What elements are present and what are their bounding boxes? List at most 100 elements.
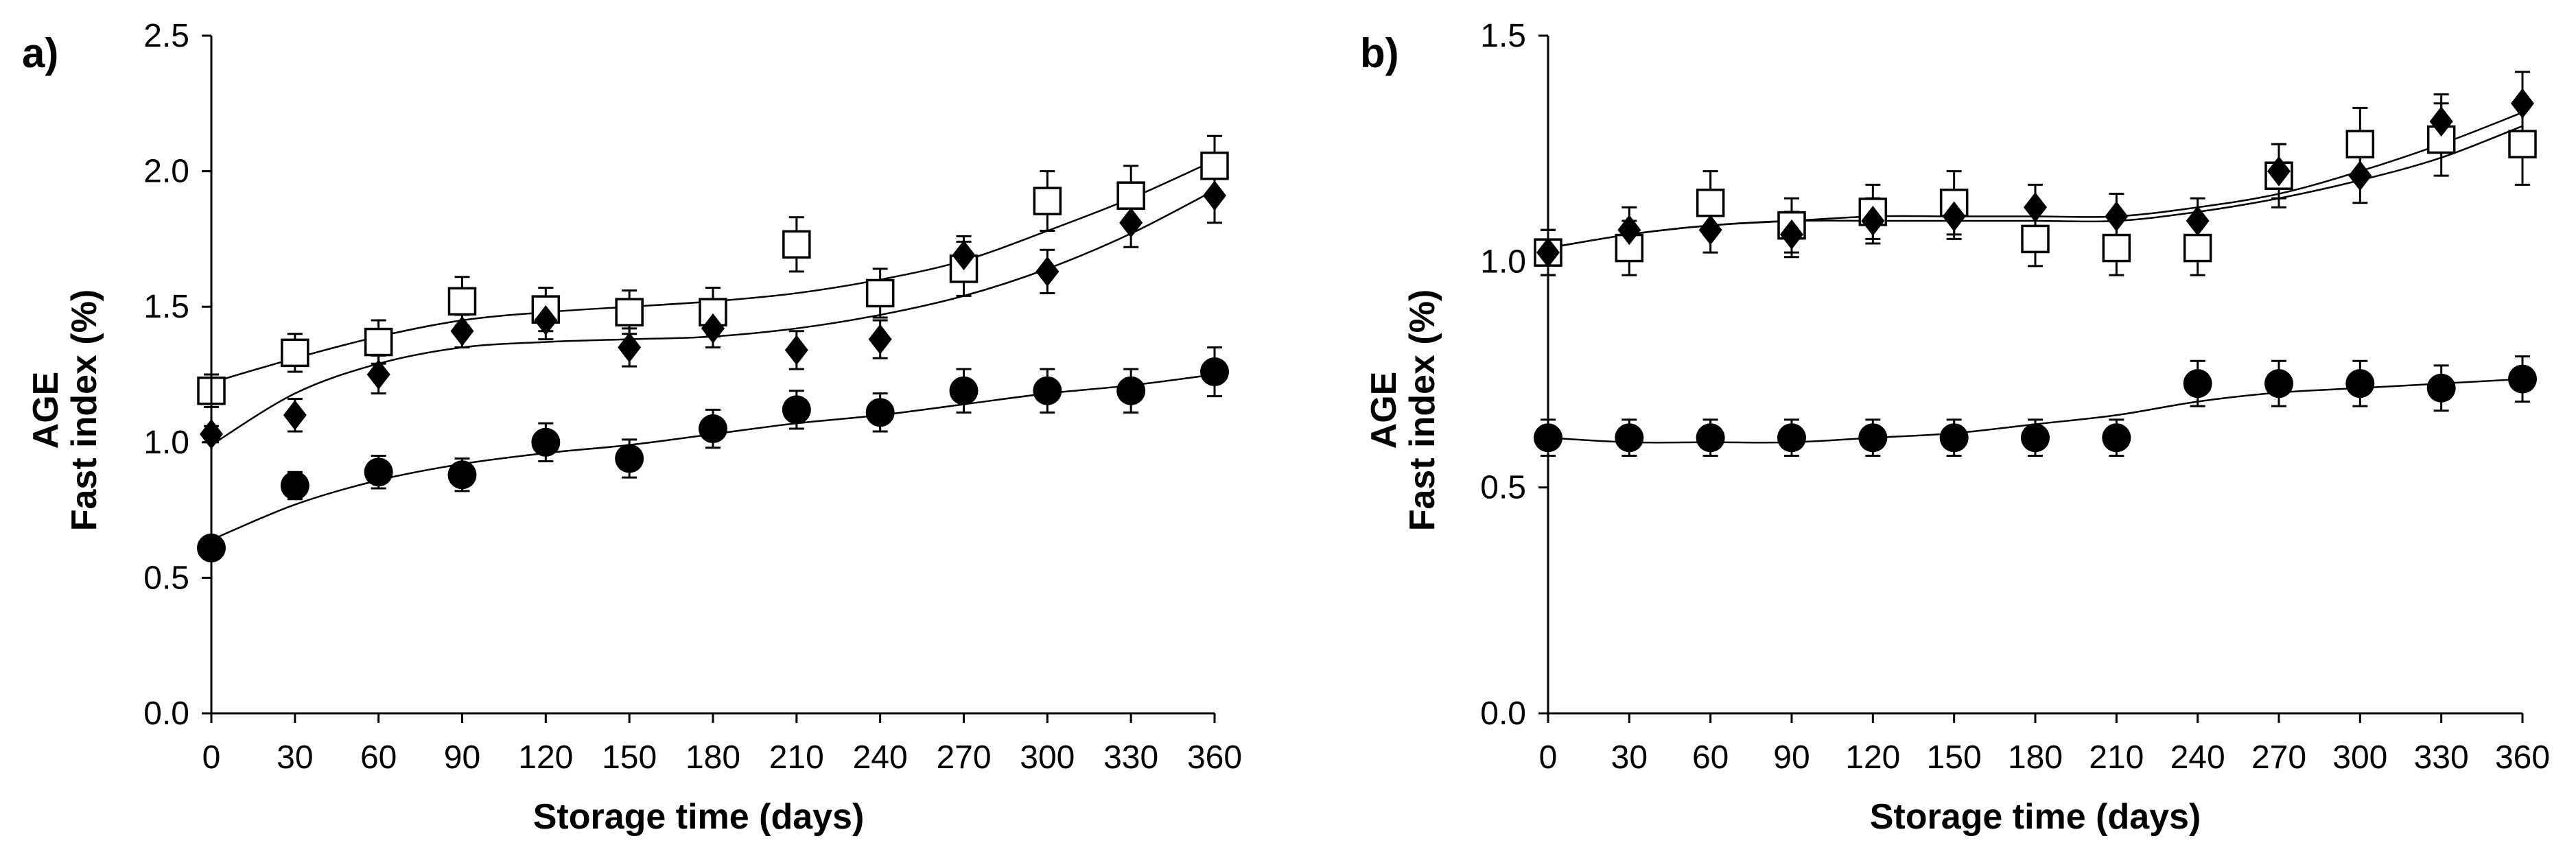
panel-label: b) (1360, 30, 1399, 76)
x-tick-label: 120 (1845, 739, 1900, 776)
point-filled-circle (1116, 376, 1146, 405)
y-tick-label: 0.5 (143, 560, 189, 596)
axes-frame (1547, 36, 2522, 715)
point-filled-circle (2102, 423, 2131, 453)
y-axis-title-line-1: AGE (1364, 372, 1404, 449)
point-filled-diamond (701, 313, 725, 344)
point-filled-diamond (952, 240, 976, 271)
x-tick-label: 0 (1539, 739, 1558, 776)
y-tick-label: 0.0 (1480, 696, 1526, 732)
x-tick-label: 120 (518, 739, 573, 776)
point-open-square (447, 287, 477, 316)
point-open-square (2183, 233, 2212, 263)
point-filled-circle (1939, 423, 1969, 453)
x-tick-label: 60 (1692, 739, 1729, 776)
point-filled-diamond (1698, 215, 1722, 246)
point-filled-circle (1696, 423, 1725, 453)
y-axis-title: AGE Fast index (%) (26, 289, 104, 532)
point-filled-circle (1033, 376, 1062, 405)
point-filled-diamond (784, 335, 808, 366)
point-filled-circle (531, 427, 561, 457)
point-filled-diamond (2348, 160, 2372, 191)
point-filled-circle (2264, 369, 2293, 399)
point-open-square (1696, 188, 1725, 217)
x-tick-label: 360 (1187, 739, 1242, 776)
x-tick-label: 300 (2332, 739, 2387, 776)
x-tick-label: 270 (2251, 739, 2306, 776)
point-filled-diamond (1203, 180, 1226, 211)
point-filled-circle (865, 398, 895, 427)
y-axis-title-line-2: Fast index (%) (65, 289, 104, 532)
x-tick-label: 150 (602, 739, 657, 776)
point-open-square (1116, 181, 1145, 210)
point-filled-diamond (534, 305, 558, 335)
y-axis-title: AGE Fast index (%) (1364, 289, 1442, 532)
point-filled-circle (615, 444, 644, 473)
x-tick-label: 330 (2414, 739, 2469, 776)
x-tick-label: 150 (1927, 739, 1982, 776)
x-tick-label: 210 (2089, 739, 2144, 776)
point-filled-diamond (1780, 219, 1803, 250)
x-tick-label: 90 (444, 739, 480, 776)
x-tick-label: 240 (2170, 739, 2225, 776)
point-filled-diamond (1119, 207, 1143, 238)
point-filled-circle (1615, 423, 1644, 453)
y-tick-label: 1.0 (1480, 243, 1526, 280)
point-filled-diamond (2024, 192, 2047, 223)
point-open-square (1200, 151, 1229, 180)
y-axis-title-line-2: Fast index (%) (1403, 289, 1442, 532)
point-filled-diamond (1617, 215, 1641, 246)
point-filled-circle (364, 457, 393, 487)
point-open-square (865, 278, 895, 308)
point-filled-diamond (868, 324, 892, 355)
point-filled-diamond (2511, 88, 2534, 119)
x-tick-label: 180 (686, 739, 740, 776)
point-filled-diamond (618, 332, 642, 363)
point-open-square (364, 327, 393, 357)
point-filled-diamond (283, 400, 307, 431)
point-filled-circle (447, 460, 477, 490)
point-filled-diamond (2105, 201, 2129, 232)
point-filled-circle (2345, 369, 2375, 399)
point-filled-circle (949, 376, 979, 405)
x-tick-label: 60 (360, 739, 397, 776)
y-tick-label: 1.0 (143, 425, 189, 461)
point-open-square (615, 298, 644, 326)
point-filled-circle (1200, 357, 1229, 387)
point-open-square (2102, 233, 2131, 263)
data-points (197, 151, 1229, 562)
point-filled-circle (2183, 369, 2212, 399)
point-filled-diamond (2267, 156, 2291, 187)
x-tick-label: 180 (2008, 739, 2063, 776)
x-axis-title: Storage time (days) (1870, 797, 2201, 837)
point-filled-diamond (2429, 106, 2453, 137)
panel-label: a) (22, 30, 58, 76)
x-tick-label: 30 (277, 739, 313, 776)
y-tick-label: 2.5 (143, 18, 189, 54)
point-filled-diamond (2186, 206, 2210, 237)
x-tick-label: 0 (202, 739, 221, 776)
point-filled-diamond (450, 316, 474, 346)
point-open-square (2021, 224, 2050, 254)
x-tick-label: 360 (2495, 739, 2550, 776)
point-filled-circle (1777, 423, 1806, 453)
point-filled-circle (2426, 373, 2456, 403)
panel-b: b) AGE Fast index (%) Storage time (days… (1360, 18, 2550, 837)
point-filled-diamond (1942, 201, 1966, 232)
point-filled-circle (782, 395, 811, 425)
point-filled-diamond (366, 359, 390, 390)
point-open-square (2345, 130, 2375, 158)
ticks: 0 30 60 90 120 150 180 210 240 270 300 330 360 0.0 0.5… (1480, 18, 2550, 776)
y-tick-label: 1.5 (1480, 18, 1526, 54)
x-tick-label: 210 (769, 739, 824, 776)
point-filled-diamond (1035, 256, 1059, 287)
y-tick-label: 0.5 (1480, 470, 1526, 506)
x-axis-title: Storage time (days) (533, 797, 865, 837)
x-tick-label: 300 (1020, 739, 1075, 776)
x-tick-label: 240 (853, 739, 908, 776)
panel-a: a) AGE Fast index (%) Storage time (days… (22, 18, 1242, 837)
x-tick-label: 90 (1773, 739, 1810, 776)
y-tick-label: 1.5 (143, 289, 189, 325)
